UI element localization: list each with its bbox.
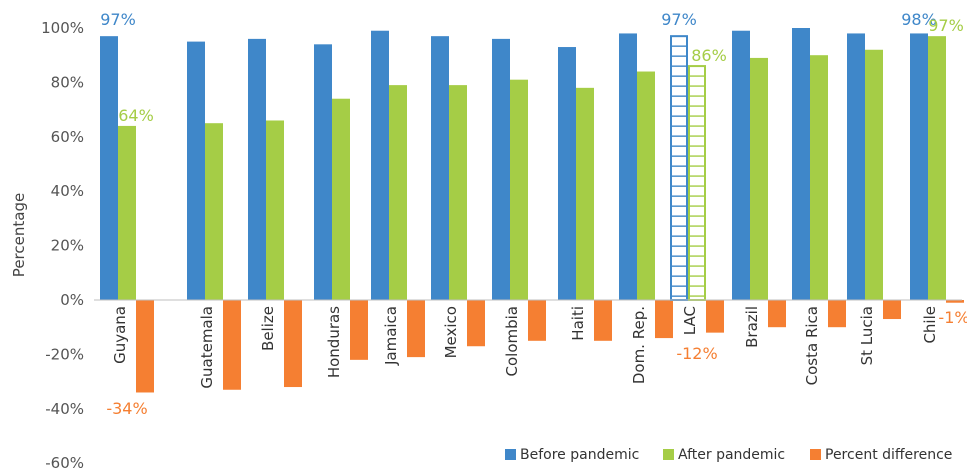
bar-jamaica-percent-difference	[407, 300, 425, 358]
data-label-guyana-before-pandemic: 97%	[100, 10, 136, 29]
y-tick-label-20: -20%	[45, 345, 84, 363]
category-label-costa-rica: Costa Rica	[803, 306, 821, 385]
bar-haiti-before-pandemic	[558, 47, 576, 300]
bar-jamaica-before-pandemic	[371, 30, 389, 300]
bar-guyana-percent-difference	[136, 300, 154, 393]
bar-honduras-after-pandemic	[332, 98, 350, 300]
bar-honduras-percent-difference	[350, 300, 368, 360]
data-label-lac-before-pandemic: 97%	[661, 10, 697, 29]
bar-haiti-percent-difference	[594, 300, 612, 341]
bar-dom-rep-after-pandemic	[637, 71, 655, 301]
category-label-lac: LAC	[681, 306, 699, 335]
y-tick-label-80: 80%	[51, 73, 84, 91]
bar-costa-rica-after-pandemic	[810, 55, 828, 301]
y-tick-label-60: -60%	[45, 454, 84, 469]
category-label-guatemala: Guatemala	[198, 306, 216, 389]
bar-belize-after-pandemic	[266, 120, 284, 300]
bar-chile-before-pandemic	[910, 33, 928, 300]
bar-belize-percent-difference	[284, 300, 302, 388]
bar-dom-rep-before-pandemic	[619, 33, 637, 300]
bar-chile-after-pandemic	[928, 36, 946, 300]
bar-colombia-after-pandemic	[510, 79, 528, 301]
y-axis: -60% -40% -20% 0% 20% 40% 60% 80% 100%	[41, 19, 84, 469]
bar-mexico-after-pandemic	[449, 85, 467, 301]
bar-colombia-percent-difference	[528, 300, 546, 341]
bar-mexico-before-pandemic	[431, 36, 449, 300]
bar-costa-rica-before-pandemic	[792, 28, 810, 300]
bar-chile-percent-difference	[946, 300, 964, 303]
data-label-lac-after-pandemic: 86%	[691, 46, 727, 65]
category-label-jamaica: Jamaica	[382, 306, 400, 366]
legend: Before pandemic After pandemic Percent dif…	[505, 447, 952, 463]
category-label-haiti: Haiti	[569, 306, 587, 341]
legend-label-before-pandemic: Before pandemic	[520, 447, 639, 463]
legend-label-percent-difference: Percent difference	[825, 447, 952, 463]
data-labels: 97%64%-34%97%86%-12%98%97%-1%	[100, 10, 967, 418]
category-label-st-lucia: St Lucia	[858, 306, 876, 365]
bar-lac-after-pandemic	[688, 65, 706, 301]
category-label-honduras: Honduras	[325, 306, 343, 378]
bar-colombia-before-pandemic	[492, 38, 510, 300]
category-labels: Guyana Guatemala Belize Honduras Jamaica Mexi…	[111, 306, 939, 389]
category-label-dom-rep: Dom. Rep.	[630, 306, 648, 384]
bar-honduras-before-pandemic	[314, 44, 332, 300]
y-tick-label-20: 20%	[51, 237, 84, 255]
bars	[100, 28, 964, 393]
legend-label-after-pandemic: After pandemic	[678, 447, 785, 463]
bar-guatemala-after-pandemic	[205, 123, 223, 300]
bar-haiti-after-pandemic	[576, 87, 594, 300]
data-label-chile-percent-difference: -1%	[938, 308, 967, 327]
bar-st-lucia-percent-difference	[883, 300, 901, 320]
bar-guatemala-percent-difference	[223, 300, 241, 390]
bar-st-lucia-after-pandemic	[865, 49, 883, 301]
data-label-guyana-percent-difference: -34%	[106, 399, 147, 418]
y-axis-title: Percentage	[10, 193, 28, 277]
bar-lac-percent-difference	[706, 300, 724, 333]
category-label-chile: Chile	[921, 306, 939, 344]
y-tick-label-0: 0%	[60, 291, 84, 309]
bar-brazil-before-pandemic	[732, 30, 750, 300]
legend-swatch-percent-difference	[810, 449, 821, 460]
bar-guyana-before-pandemic	[100, 36, 118, 300]
category-label-belize: Belize	[259, 306, 277, 351]
data-label-guyana-after-pandemic: 64%	[118, 106, 154, 125]
bar-guyana-after-pandemic	[118, 125, 136, 300]
data-label-lac-percent-difference: -12%	[676, 344, 717, 363]
category-label-brazil: Brazil	[743, 306, 761, 348]
bar-guatemala-before-pandemic	[187, 41, 205, 300]
bar-jamaica-after-pandemic	[389, 85, 407, 301]
y-tick-label-100: 100%	[41, 19, 84, 37]
data-label-chile-before-pandemic: 98%	[901, 10, 937, 29]
bar-belize-before-pandemic	[248, 38, 266, 300]
category-label-guyana: Guyana	[111, 306, 129, 364]
legend-swatch-before-pandemic	[505, 449, 516, 460]
y-tick-label-40: 40%	[51, 182, 84, 200]
bar-dom-rep-percent-difference	[655, 300, 673, 339]
legend-swatch-after-pandemic	[663, 449, 674, 460]
category-label-mexico: Mexico	[442, 306, 460, 358]
bar-brazil-percent-difference	[768, 300, 786, 328]
bar-brazil-after-pandemic	[750, 57, 768, 300]
bar-mexico-percent-difference	[467, 300, 485, 347]
bar-costa-rica-percent-difference	[828, 300, 846, 328]
y-tick-label-40: -40%	[45, 400, 84, 418]
bar-st-lucia-before-pandemic	[847, 33, 865, 300]
data-label-chile-after-pandemic: 97%	[928, 16, 964, 35]
category-label-colombia: Colombia	[503, 306, 521, 377]
y-tick-label-60: 60%	[51, 128, 84, 146]
